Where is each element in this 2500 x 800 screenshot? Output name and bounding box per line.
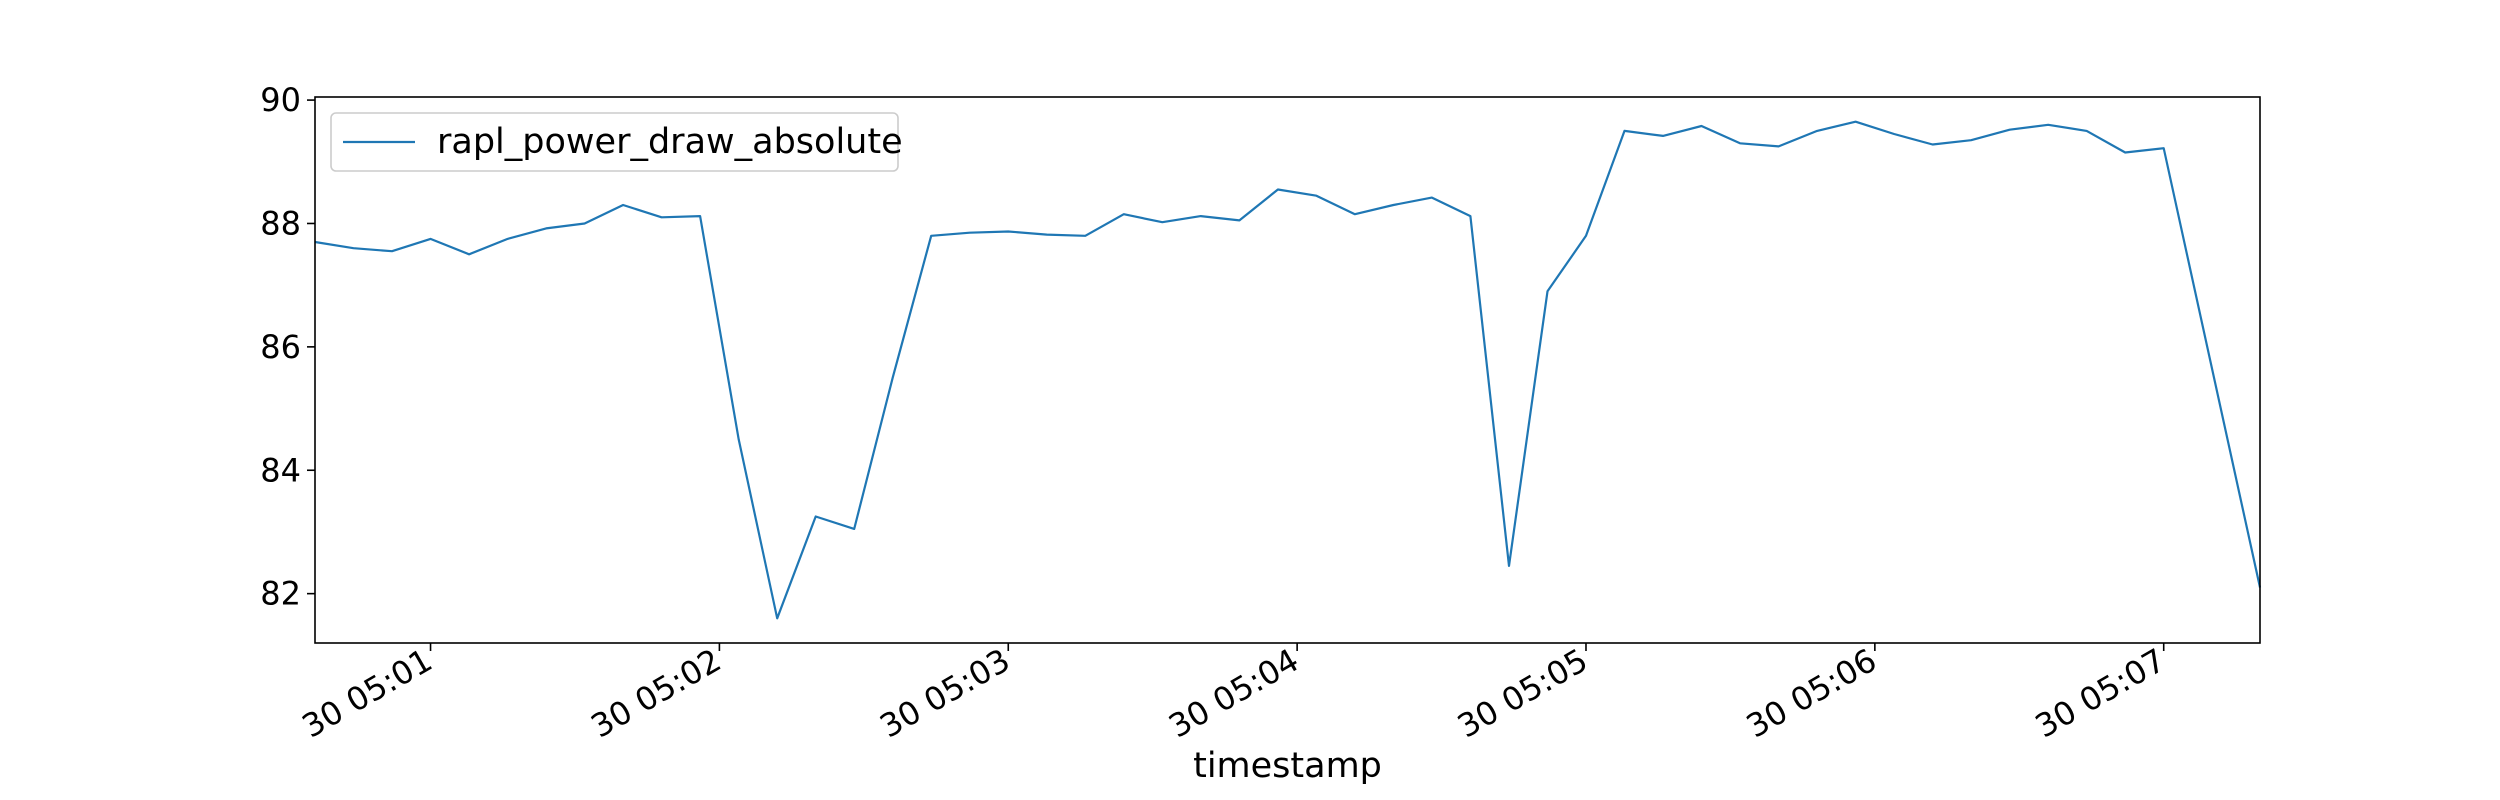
- x-tick-label: 30 05:01: [296, 641, 439, 745]
- x-tick-label: 30 05:05: [1451, 641, 1594, 745]
- y-tick-label: 82: [260, 575, 301, 613]
- x-axis-label: timestamp: [1193, 746, 1382, 786]
- series-layer: [314, 120, 2262, 620]
- legend: rapl_power_draw_absolute: [330, 112, 903, 172]
- x-axis: 30 05:01 30 05:02 30 05:03 30 05:04 30 05:05…: [296, 641, 2172, 745]
- plot-frame: [314, 96, 2261, 644]
- x-tick-label: 30 05:03: [873, 641, 1016, 745]
- series-line-0: [314, 120, 2262, 620]
- y-tick-label: 90: [260, 81, 301, 119]
- x-tick-label: 30 05:02: [584, 641, 727, 745]
- x-tick-label: 30 05:04: [1162, 641, 1305, 745]
- x-tick-label: 30 05:07: [2029, 641, 2172, 745]
- y-axis: 82 84 86 88 90: [260, 81, 315, 613]
- y-tick-label: 84: [260, 451, 301, 489]
- y-tick-label: 86: [260, 328, 301, 366]
- legend-label: rapl_power_draw_absolute: [437, 122, 903, 162]
- y-tick-label: 88: [260, 204, 301, 242]
- legend-box: [330, 112, 899, 172]
- x-tick-label: 30 05:06: [1740, 641, 1883, 745]
